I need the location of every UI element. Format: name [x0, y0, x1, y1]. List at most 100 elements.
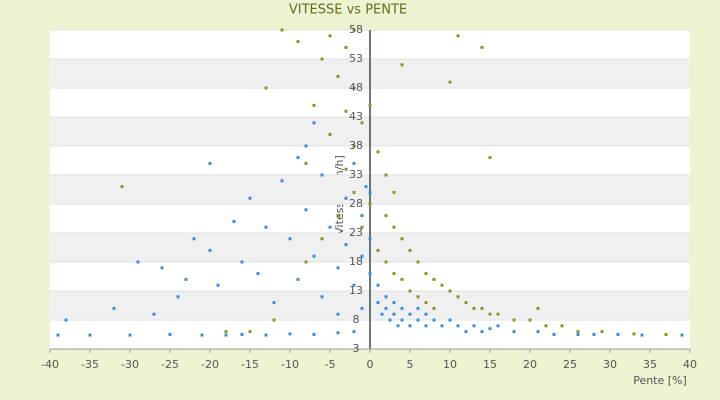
y-tick-label: 53 — [349, 52, 363, 65]
point — [552, 333, 556, 336]
point — [184, 277, 188, 281]
point — [416, 295, 420, 299]
point — [240, 260, 244, 264]
y-tick-label: 33 — [349, 168, 363, 181]
x-tick-label: -25 — [161, 358, 179, 371]
point — [312, 121, 316, 125]
y-tick-label: 48 — [349, 81, 363, 94]
point — [224, 330, 228, 334]
y-tick-label: 43 — [349, 110, 363, 123]
point — [440, 324, 444, 328]
point — [416, 306, 420, 310]
point — [400, 237, 404, 241]
point — [248, 196, 252, 200]
point — [432, 277, 436, 281]
point — [272, 301, 276, 305]
y-tick-label: 28 — [349, 197, 363, 210]
point — [392, 190, 396, 194]
point — [464, 301, 468, 305]
point — [304, 260, 308, 264]
point — [232, 219, 236, 223]
point — [352, 144, 356, 148]
point — [352, 86, 356, 90]
x-tick-label: 40 — [683, 358, 697, 371]
point — [120, 185, 124, 189]
point — [456, 34, 460, 38]
x-tick-label: 15 — [483, 358, 497, 371]
point — [320, 173, 324, 177]
point — [456, 324, 460, 328]
point — [256, 272, 260, 276]
point — [344, 109, 348, 113]
x-tick-label: 35 — [643, 358, 657, 371]
point — [344, 45, 348, 49]
x-tick-label: 0 — [367, 358, 374, 371]
point — [208, 161, 212, 165]
point — [336, 331, 340, 335]
point — [312, 333, 316, 336]
y-tick-label: 58 — [349, 23, 363, 36]
point — [352, 283, 356, 287]
point — [496, 312, 500, 316]
point — [368, 237, 372, 241]
point — [536, 330, 540, 334]
point — [272, 318, 276, 322]
point — [408, 248, 412, 252]
point — [592, 333, 596, 336]
y-tick-label: 13 — [349, 284, 363, 297]
point — [392, 272, 396, 276]
point — [168, 333, 172, 336]
point — [384, 173, 388, 177]
y-tick-label: 23 — [349, 226, 363, 239]
point — [536, 306, 540, 310]
point — [208, 248, 212, 252]
point — [424, 301, 428, 305]
x-tick-label: -40 — [41, 358, 59, 371]
point — [352, 330, 356, 334]
point — [472, 324, 476, 328]
point — [336, 266, 340, 270]
point — [288, 237, 292, 241]
point — [56, 333, 60, 337]
point — [440, 283, 444, 287]
point — [396, 324, 400, 328]
point — [388, 318, 392, 322]
point — [368, 202, 372, 206]
point — [424, 272, 428, 276]
point — [488, 312, 492, 316]
point — [368, 103, 372, 107]
point — [512, 330, 516, 334]
x-tick-label: 10 — [443, 358, 457, 371]
point — [432, 318, 436, 322]
point — [352, 28, 356, 32]
point — [376, 150, 380, 154]
point — [336, 312, 340, 316]
point — [424, 324, 428, 328]
point — [304, 208, 308, 212]
point — [296, 277, 300, 281]
point — [456, 295, 460, 299]
point — [312, 103, 316, 107]
point — [360, 121, 364, 125]
point — [344, 196, 348, 200]
point — [376, 301, 380, 305]
point — [376, 283, 380, 287]
point — [416, 318, 420, 322]
point — [680, 333, 684, 337]
point — [280, 28, 284, 32]
point — [296, 156, 300, 160]
x-tick-label: 5 — [407, 358, 414, 371]
x-tick-label: 25 — [563, 358, 577, 371]
point — [264, 333, 268, 337]
x-tick-label: -5 — [325, 358, 336, 371]
point — [160, 266, 164, 270]
point — [336, 74, 340, 78]
point — [368, 272, 372, 276]
point — [328, 132, 332, 136]
point — [576, 330, 580, 334]
point — [400, 306, 404, 310]
point — [328, 225, 332, 229]
point — [400, 63, 404, 67]
point — [128, 333, 132, 337]
